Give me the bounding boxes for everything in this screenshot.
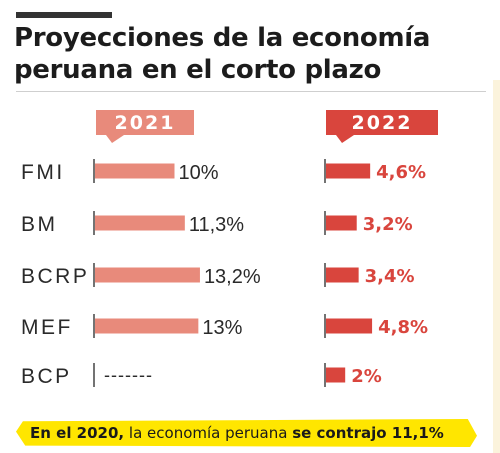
value-label-2021: 10%	[179, 162, 219, 184]
value-label-2021: 11,3%	[189, 214, 244, 236]
bar-2022	[326, 318, 373, 334]
bar-2021	[95, 267, 200, 283]
page-edge-strip	[493, 80, 500, 453]
bar-2022	[326, 215, 357, 231]
header-2022-label: 2022	[352, 112, 413, 134]
category-label: MEF	[21, 316, 73, 339]
value-label-2022: 3,4%	[365, 266, 415, 287]
value-label-2021: -------	[104, 365, 153, 385]
title-accent-bar	[16, 12, 112, 18]
bar-2021	[95, 215, 185, 231]
value-label-2022: 3,2%	[363, 214, 413, 235]
value-label-2021: 13,2%	[204, 266, 261, 288]
title-divider	[16, 91, 486, 92]
footer-banner: En el 2020, la economía peruana se contr…	[16, 419, 477, 447]
bar-2022	[326, 367, 346, 383]
title-line-2: peruana en el corto plazo	[14, 55, 382, 85]
value-label-2022: 4,6%	[376, 162, 426, 183]
value-label-2022: 2%	[351, 366, 382, 387]
category-label: FMI	[21, 161, 65, 184]
value-label-2022: 4,8%	[378, 317, 428, 338]
header-2021-label: 2021	[115, 112, 176, 134]
category-label: BM	[21, 213, 58, 236]
bar-2022	[326, 163, 371, 179]
category-label: BCP	[21, 365, 72, 388]
title-line-1: Proyecciones de la economía	[14, 23, 431, 53]
bar-2021	[95, 163, 175, 179]
bar-2022	[326, 267, 359, 283]
footer-text: la economía peruana	[124, 424, 293, 442]
value-label-2021: 13%	[202, 317, 242, 339]
category-label: BCRP	[21, 265, 89, 288]
header-2022-tab	[326, 110, 438, 143]
bar-2021	[95, 318, 199, 334]
page-title: Proyecciones de la economía peruana en e…	[14, 22, 484, 86]
footer-year: En el 2020,	[30, 424, 125, 442]
footer-highlight: se contrajo 11,1%	[292, 424, 444, 442]
header-2021-tab	[96, 110, 194, 143]
